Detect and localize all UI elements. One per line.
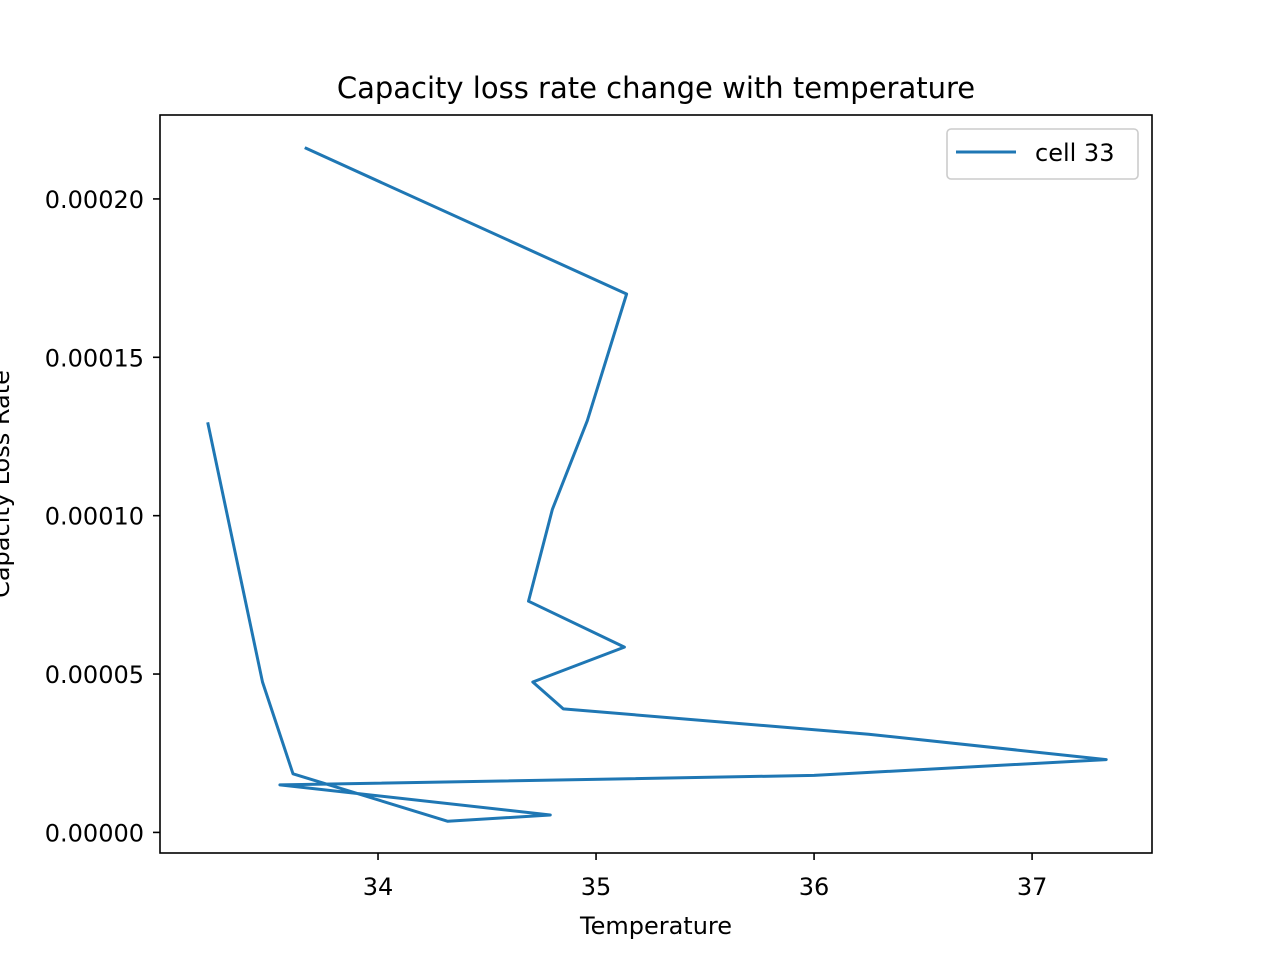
- legend-box: [946, 128, 1139, 180]
- y-tick-label: 0.00020: [45, 186, 144, 214]
- y-tick-label: 0.00015: [45, 344, 144, 372]
- y-axis: 0.00000 0.00005 0.00010 0.00015 0.00020: [45, 186, 160, 847]
- x-axis: 34 35 36 37: [363, 853, 1048, 901]
- y-tick-label: 0.00010: [45, 503, 144, 531]
- x-tick-label: 34: [363, 873, 394, 901]
- y-axis-label: Capacity Loss Rate: [0, 370, 15, 598]
- y-tick-label: 0.00005: [45, 661, 144, 689]
- plot-frame: [159, 114, 1153, 854]
- x-tick-label: 37: [1017, 873, 1048, 901]
- x-tick-label: 36: [799, 873, 830, 901]
- legend-label: cell 33: [1035, 139, 1114, 167]
- x-tick-label: 35: [581, 873, 612, 901]
- plot-area: [206, 146, 1108, 823]
- x-axis-label: Temperature: [579, 912, 732, 940]
- legend: cell 33: [946, 128, 1139, 180]
- series-line: [206, 146, 1108, 823]
- chart-title: Capacity loss rate change with temperatu…: [337, 71, 975, 105]
- y-tick-label: 0.00000: [45, 819, 144, 847]
